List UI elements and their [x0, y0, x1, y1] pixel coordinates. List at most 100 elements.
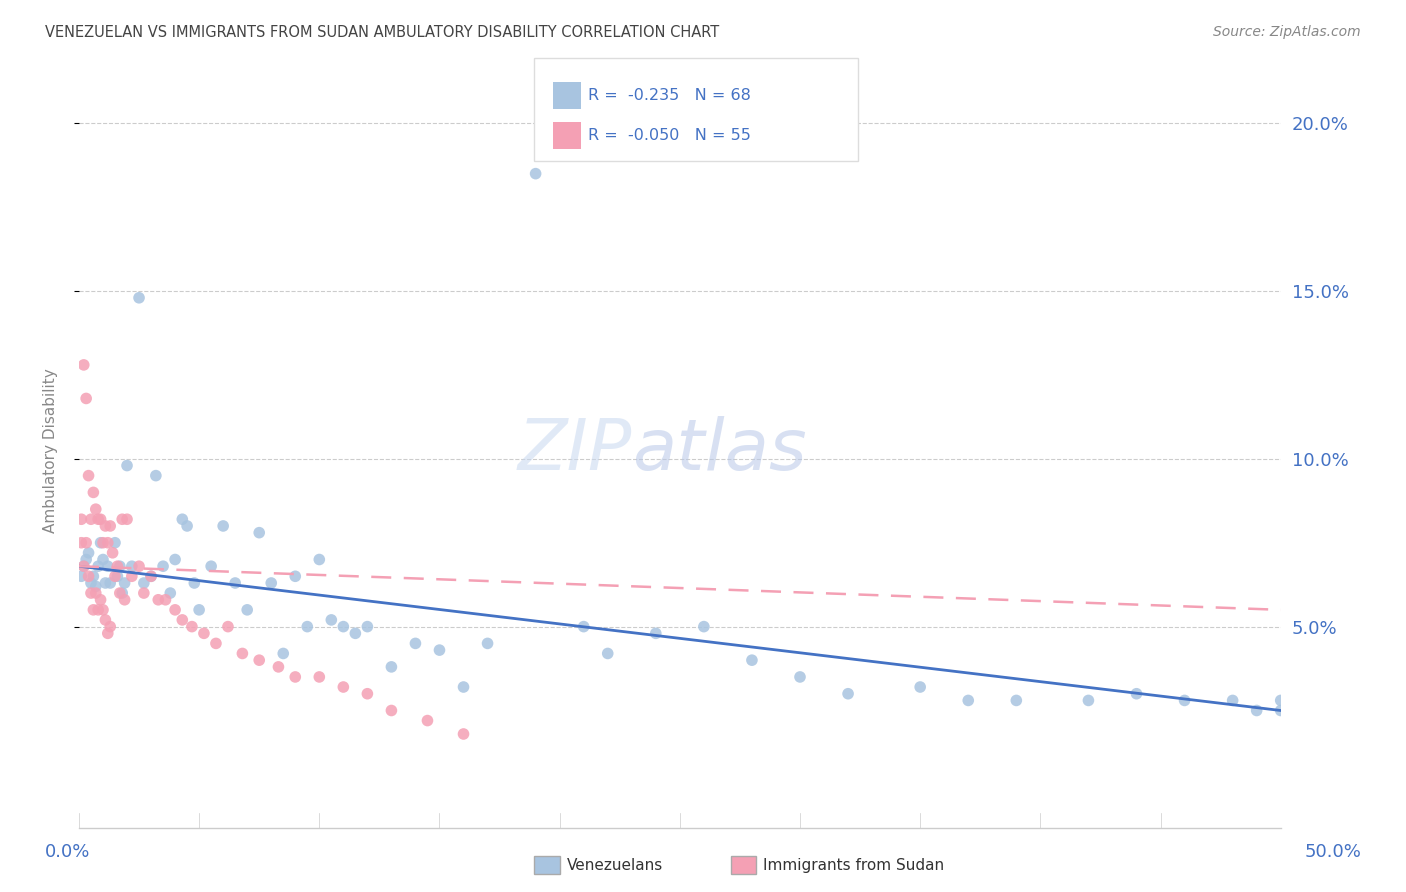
Point: [217, 619, 239, 633]
Text: Venezuelans: Venezuelans: [567, 858, 662, 872]
Y-axis label: Ambulatory Disability: Ambulatory Disability: [44, 368, 58, 533]
Point: [90, 592, 112, 607]
Point: [84, 586, 107, 600]
Point: [1270, 704, 1292, 718]
Point: [344, 626, 367, 640]
Point: [108, 559, 131, 574]
Text: 0.0%: 0.0%: [45, 843, 90, 861]
Point: [321, 613, 343, 627]
Point: [98, 576, 121, 591]
Point: [75, 552, 97, 566]
Point: [332, 619, 354, 633]
Point: [73, 358, 96, 372]
Point: [98, 519, 121, 533]
Point: [73, 559, 96, 574]
Point: [94, 613, 117, 627]
Point: [97, 559, 120, 574]
Point: [132, 586, 155, 600]
Point: [121, 569, 143, 583]
Point: [152, 559, 174, 574]
Point: [75, 392, 97, 406]
Point: [596, 647, 619, 661]
Point: [789, 670, 811, 684]
Point: [1174, 693, 1197, 707]
Point: [1077, 693, 1099, 707]
Text: Source: ZipAtlas.com: Source: ZipAtlas.com: [1213, 25, 1361, 39]
Point: [139, 569, 162, 583]
Point: [104, 535, 127, 549]
Point: [224, 576, 246, 591]
Point: [260, 576, 283, 591]
Point: [308, 670, 330, 684]
Point: [693, 619, 716, 633]
Point: [247, 653, 270, 667]
Point: [193, 626, 215, 640]
Point: [380, 704, 402, 718]
Point: [87, 559, 110, 574]
Point: [429, 643, 451, 657]
Point: [155, 592, 177, 607]
Point: [148, 592, 170, 607]
Point: [180, 619, 202, 633]
Point: [172, 512, 194, 526]
Point: [121, 559, 143, 574]
Point: [356, 619, 378, 633]
Point: [908, 680, 931, 694]
Point: [380, 660, 402, 674]
Text: R =  -0.050   N = 55: R = -0.050 N = 55: [588, 128, 751, 143]
Point: [741, 653, 763, 667]
Point: [1005, 693, 1028, 707]
Point: [91, 552, 114, 566]
Point: [145, 468, 167, 483]
Point: [356, 687, 378, 701]
Point: [77, 468, 100, 483]
Point: [1222, 693, 1244, 707]
Point: [104, 569, 127, 583]
Point: [97, 626, 120, 640]
Point: [84, 502, 107, 516]
Point: [132, 576, 155, 591]
Point: [453, 727, 475, 741]
Point: [404, 636, 426, 650]
Point: [107, 569, 129, 583]
Point: [247, 525, 270, 540]
Point: [188, 603, 211, 617]
Point: [82, 603, 104, 617]
Point: [91, 535, 114, 549]
Point: [284, 670, 307, 684]
Point: [176, 519, 198, 533]
Point: [837, 687, 859, 701]
Point: [159, 586, 181, 600]
Point: [271, 647, 294, 661]
Point: [212, 519, 235, 533]
Point: [1246, 704, 1268, 718]
Point: [236, 603, 259, 617]
Point: [97, 535, 120, 549]
Point: [139, 569, 162, 583]
Point: [1125, 687, 1147, 701]
Point: [284, 569, 307, 583]
Point: [77, 569, 100, 583]
Point: [82, 569, 104, 583]
Point: [644, 626, 666, 640]
Point: [80, 586, 103, 600]
Point: [114, 576, 136, 591]
Point: [84, 579, 107, 593]
Point: [115, 512, 138, 526]
Text: Immigrants from Sudan: Immigrants from Sudan: [763, 858, 945, 872]
Point: [70, 569, 93, 583]
Point: [115, 458, 138, 473]
Point: [200, 559, 222, 574]
Point: [165, 603, 187, 617]
Point: [80, 512, 103, 526]
Point: [94, 576, 117, 591]
Text: VENEZUELAN VS IMMIGRANTS FROM SUDAN AMBULATORY DISABILITY CORRELATION CHART: VENEZUELAN VS IMMIGRANTS FROM SUDAN AMBU…: [45, 25, 720, 40]
Point: [267, 660, 290, 674]
Point: [332, 680, 354, 694]
Point: [98, 619, 121, 633]
Point: [297, 619, 319, 633]
Point: [91, 603, 114, 617]
Point: [107, 559, 129, 574]
Point: [957, 693, 980, 707]
Point: [111, 586, 134, 600]
